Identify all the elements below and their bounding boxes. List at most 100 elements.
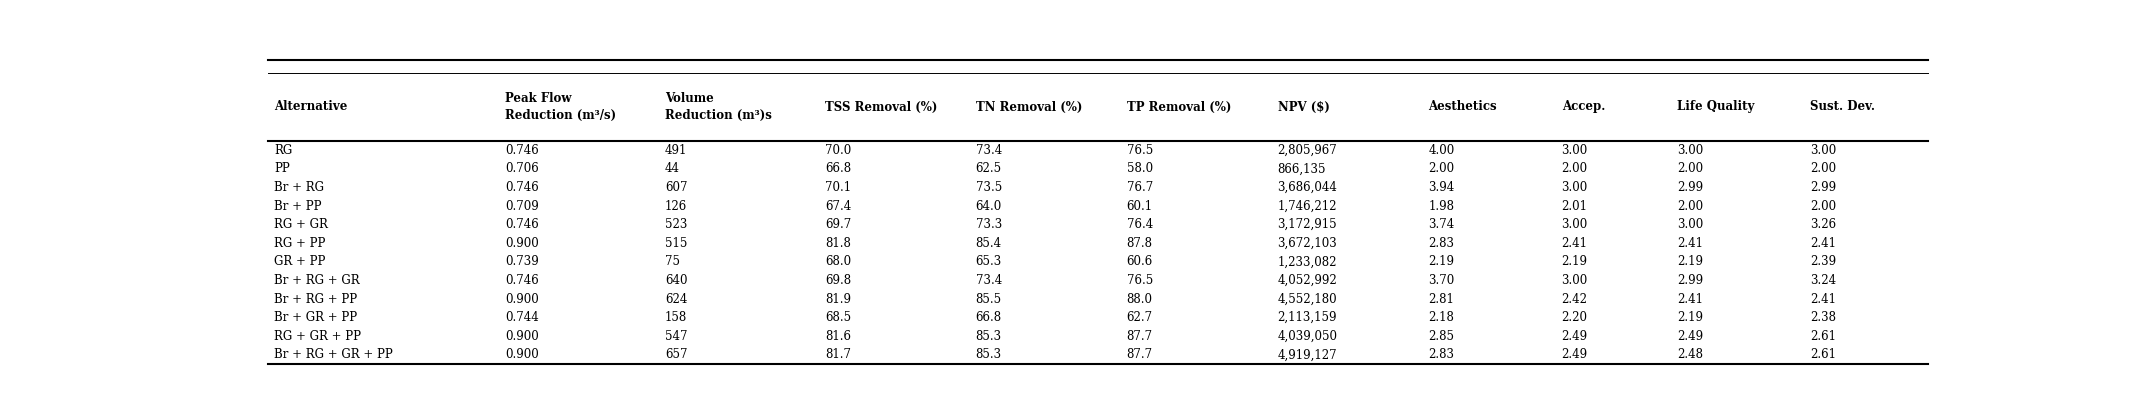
Text: RG: RG — [274, 144, 293, 157]
Text: 60.6: 60.6 — [1127, 255, 1152, 268]
Text: 4.00: 4.00 — [1429, 144, 1454, 157]
Text: 2.00: 2.00 — [1429, 163, 1454, 175]
Text: 2.85: 2.85 — [1429, 330, 1454, 343]
Text: 85.3: 85.3 — [977, 330, 1002, 343]
Text: 62.5: 62.5 — [977, 163, 1002, 175]
Text: Sust. Dev.: Sust. Dev. — [1810, 100, 1874, 113]
Text: 4,919,127: 4,919,127 — [1277, 348, 1337, 361]
Text: 4,552,180: 4,552,180 — [1277, 292, 1337, 305]
Text: 2.00: 2.00 — [1810, 200, 1836, 213]
Text: Volume
Reduction (m³)s: Volume Reduction (m³)s — [664, 92, 771, 121]
Text: 3,172,915: 3,172,915 — [1277, 218, 1337, 231]
Text: 0.900: 0.900 — [506, 330, 540, 343]
Text: 2.49: 2.49 — [1677, 330, 1703, 343]
Text: 2.41: 2.41 — [1677, 292, 1703, 305]
Text: 2.00: 2.00 — [1562, 163, 1587, 175]
Text: 2.41: 2.41 — [1677, 237, 1703, 250]
Text: 607: 607 — [664, 181, 688, 194]
Text: Br + PP: Br + PP — [274, 200, 321, 213]
Text: Br + RG + GR: Br + RG + GR — [274, 274, 360, 287]
Text: 81.9: 81.9 — [825, 292, 850, 305]
Text: 2.61: 2.61 — [1810, 330, 1836, 343]
Text: 2.19: 2.19 — [1429, 255, 1454, 268]
Text: Br + RG: Br + RG — [274, 181, 323, 194]
Text: Br + GR + PP: Br + GR + PP — [274, 311, 358, 324]
Text: 67.4: 67.4 — [825, 200, 850, 213]
Text: 2.01: 2.01 — [1562, 200, 1587, 213]
Text: 0.746: 0.746 — [506, 218, 540, 231]
Text: 0.744: 0.744 — [506, 311, 540, 324]
Text: 0.746: 0.746 — [506, 181, 540, 194]
Text: 44: 44 — [664, 163, 679, 175]
Text: 2.19: 2.19 — [1677, 311, 1703, 324]
Text: 3,672,103: 3,672,103 — [1277, 237, 1337, 250]
Text: 657: 657 — [664, 348, 688, 361]
Text: 2.61: 2.61 — [1810, 348, 1836, 361]
Text: 65.3: 65.3 — [977, 255, 1002, 268]
Text: NPV ($): NPV ($) — [1277, 100, 1330, 113]
Text: 3.94: 3.94 — [1429, 181, 1454, 194]
Text: 0.706: 0.706 — [506, 163, 540, 175]
Text: 87.7: 87.7 — [1127, 348, 1152, 361]
Text: 68.5: 68.5 — [825, 311, 850, 324]
Text: 2.38: 2.38 — [1810, 311, 1836, 324]
Text: 126: 126 — [664, 200, 688, 213]
Text: 3.70: 3.70 — [1429, 274, 1454, 287]
Text: 515: 515 — [664, 237, 688, 250]
Text: RG + PP: RG + PP — [274, 237, 326, 250]
Text: 3.24: 3.24 — [1810, 274, 1836, 287]
Text: PP: PP — [274, 163, 289, 175]
Text: 2.41: 2.41 — [1810, 237, 1836, 250]
Text: 2.83: 2.83 — [1429, 237, 1454, 250]
Text: 3.00: 3.00 — [1810, 144, 1836, 157]
Text: 81.8: 81.8 — [825, 237, 850, 250]
Text: 2.83: 2.83 — [1429, 348, 1454, 361]
Text: 3.00: 3.00 — [1562, 218, 1587, 231]
Text: 85.5: 85.5 — [977, 292, 1002, 305]
Text: 3.00: 3.00 — [1562, 274, 1587, 287]
Text: Life Quality: Life Quality — [1677, 100, 1754, 113]
Text: 624: 624 — [664, 292, 688, 305]
Text: 0.900: 0.900 — [506, 348, 540, 361]
Text: 4,039,050: 4,039,050 — [1277, 330, 1337, 343]
Text: 2,805,967: 2,805,967 — [1277, 144, 1337, 157]
Text: 2.99: 2.99 — [1810, 181, 1836, 194]
Text: TSS Removal (%): TSS Removal (%) — [825, 100, 938, 113]
Text: 491: 491 — [664, 144, 688, 157]
Text: 2.00: 2.00 — [1677, 200, 1703, 213]
Text: 69.7: 69.7 — [825, 218, 850, 231]
Text: 3,686,044: 3,686,044 — [1277, 181, 1337, 194]
Text: 73.4: 73.4 — [977, 274, 1002, 287]
Text: 2.42: 2.42 — [1562, 292, 1587, 305]
Text: 0.739: 0.739 — [506, 255, 540, 268]
Text: 1,746,212: 1,746,212 — [1277, 200, 1337, 213]
Text: 70.0: 70.0 — [825, 144, 850, 157]
Text: 2.00: 2.00 — [1677, 163, 1703, 175]
Text: 69.8: 69.8 — [825, 274, 850, 287]
Text: Br + RG + GR + PP: Br + RG + GR + PP — [274, 348, 394, 361]
Text: 76.5: 76.5 — [1127, 144, 1152, 157]
Text: 2.49: 2.49 — [1562, 348, 1587, 361]
Text: 87.8: 87.8 — [1127, 237, 1152, 250]
Text: 2.18: 2.18 — [1429, 311, 1454, 324]
Text: 2.41: 2.41 — [1810, 292, 1836, 305]
Text: 2.99: 2.99 — [1677, 274, 1703, 287]
Text: 0.746: 0.746 — [506, 144, 540, 157]
Text: 62.7: 62.7 — [1127, 311, 1152, 324]
Text: 76.7: 76.7 — [1127, 181, 1152, 194]
Text: 523: 523 — [664, 218, 688, 231]
Text: 2.19: 2.19 — [1677, 255, 1703, 268]
Text: 4,052,992: 4,052,992 — [1277, 274, 1337, 287]
Text: 2.39: 2.39 — [1810, 255, 1836, 268]
Text: 2,113,159: 2,113,159 — [1277, 311, 1337, 324]
Text: 70.1: 70.1 — [825, 181, 850, 194]
Text: 2.20: 2.20 — [1562, 311, 1587, 324]
Text: 0.746: 0.746 — [506, 274, 540, 287]
Text: TN Removal (%): TN Removal (%) — [977, 100, 1082, 113]
Text: Accep.: Accep. — [1562, 100, 1604, 113]
Text: 81.6: 81.6 — [825, 330, 850, 343]
Text: 158: 158 — [664, 311, 688, 324]
Text: 76.4: 76.4 — [1127, 218, 1152, 231]
Text: 2.48: 2.48 — [1677, 348, 1703, 361]
Text: 2.49: 2.49 — [1562, 330, 1587, 343]
